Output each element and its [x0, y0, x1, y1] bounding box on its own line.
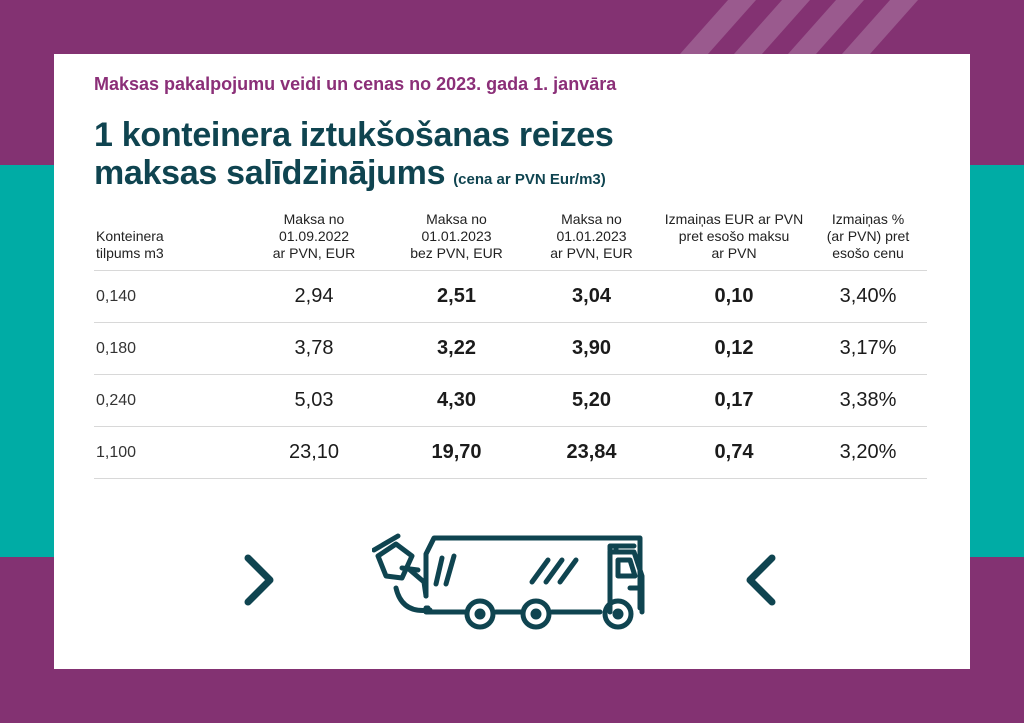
- garbage-truck-icon: [371, 526, 652, 637]
- volume-cell: 0,140: [94, 270, 239, 323]
- price-2023-vat-cell: 3,04: [524, 270, 659, 323]
- table-row: 0,240 5,03 4,30 5,20 0,17 3,38%: [94, 374, 927, 427]
- price-2023-novat-cell: 3,22: [389, 322, 524, 375]
- volume-cell: 1,100: [94, 426, 239, 479]
- table-row: 0,180 3,78 3,22 3,90 0,12 3,17%: [94, 322, 927, 375]
- column-header: Izmaiņas % (ar PVN) pret esošo cenu: [809, 211, 927, 271]
- content-card: Maksas pakalpojumu veidi un cenas no 202…: [54, 54, 970, 669]
- price-2022-vat-cell: 23,10: [239, 426, 389, 479]
- volume-cell: 0,240: [94, 374, 239, 427]
- change-percent-cell: 3,20%: [809, 426, 927, 479]
- table-row: 0,140 2,94 2,51 3,04 0,10 3,40%: [94, 270, 927, 323]
- change-eur-cell: 0,17: [659, 374, 809, 427]
- title-unit: (cena ar PVN Eur/m3): [453, 171, 606, 188]
- price-2022-vat-cell: 3,78: [239, 322, 389, 375]
- title-line-2-text: maksas salīdzinājums: [94, 154, 446, 192]
- table-row: 1,100 23,10 19,70 23,84 0,74 3,20%: [94, 426, 927, 479]
- price-2023-novat-cell: 4,30: [389, 374, 524, 427]
- chevron-right-icon: [242, 554, 276, 611]
- price-2023-vat-cell: 23,84: [524, 426, 659, 479]
- change-percent-cell: 3,40%: [809, 270, 927, 323]
- price-table: Konteinera tilpums m3 Maksa no 01.09.2022 a…: [94, 211, 927, 479]
- page-subtitle: Maksas pakalpojumu veidi un cenas no 202…: [94, 74, 617, 94]
- column-header: Maksa no 01.01.2023 ar PVN, EUR: [524, 211, 659, 271]
- table-header-row: Konteinera tilpums m3 Maksa no 01.09.2022 a…: [94, 211, 927, 271]
- column-header: Maksa no 01.09.2022 ar PVN, EUR: [239, 211, 389, 271]
- title-line-1: 1 konteinera iztukšošanas reizes: [94, 116, 614, 154]
- column-header: Izmaiņas EUR ar PVN pret esošo maksu ar PV…: [659, 211, 809, 271]
- price-2022-vat-cell: 5,03: [239, 374, 389, 427]
- price-2023-vat-cell: 3,90: [524, 322, 659, 375]
- change-percent-cell: 3,17%: [809, 322, 927, 375]
- price-2023-vat-cell: 5,20: [524, 374, 659, 427]
- page-title: 1 konteinera iztukšošanas reizes maksas …: [94, 116, 614, 199]
- decorative-stripes: [670, 0, 930, 54]
- change-eur-cell: 0,12: [659, 322, 809, 375]
- change-eur-cell: 0,10: [659, 270, 809, 323]
- price-2023-novat-cell: 19,70: [389, 426, 524, 479]
- column-header: Maksa no 01.01.2023 bez PVN, EUR: [389, 211, 524, 271]
- column-header: Konteinera tilpums m3: [94, 211, 239, 271]
- volume-cell: 0,180: [94, 322, 239, 375]
- price-2023-novat-cell: 2,51: [389, 270, 524, 323]
- chevron-left-icon: [744, 554, 778, 611]
- price-2022-vat-cell: 2,94: [239, 270, 389, 323]
- change-percent-cell: 3,38%: [809, 374, 927, 427]
- title-line-2: maksas salīdzinājums (cena ar PVN Eur/m3): [94, 154, 614, 199]
- change-eur-cell: 0,74: [659, 426, 809, 479]
